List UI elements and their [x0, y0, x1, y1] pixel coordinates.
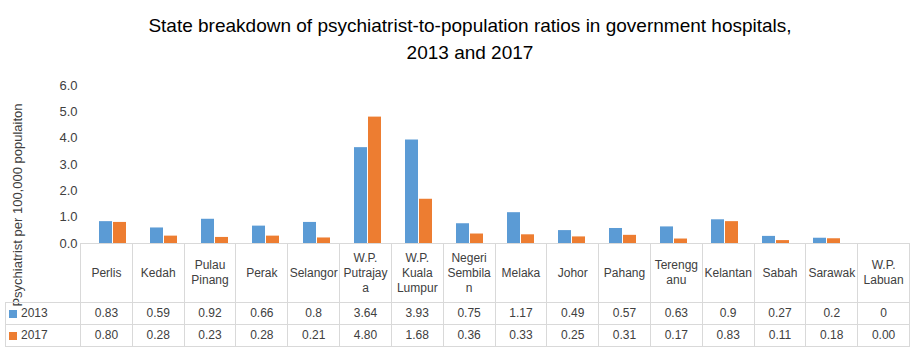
- html-text:Pahang: Pahang: [603, 265, 646, 280]
- html-text:0.28: 0.28: [250, 328, 274, 342]
- html-text:Pulau Pinang: Pulau Pinang: [191, 258, 229, 287]
- html-text:2017: 2017: [21, 328, 48, 342]
- svg-text:5.0: 5.0: [59, 104, 77, 119]
- html-text:Selangor: Selangor: [289, 265, 338, 280]
- html-text:3.93: 3.93: [405, 306, 429, 320]
- html-text:0.36: 0.36: [457, 328, 481, 342]
- html-text:0.00: 0.00: [871, 328, 896, 342]
- html-text:1.68: 1.68: [405, 328, 429, 342]
- svg-text:2.0: 2.0: [59, 183, 77, 198]
- html-text:Johor: Johor: [557, 265, 588, 280]
- html-text:3.64: 3.64: [353, 306, 378, 320]
- html-text:0.31: 0.31: [612, 328, 637, 342]
- html-text:0.2: 0.2: [823, 306, 841, 320]
- svg-text:4.0: 4.0: [59, 130, 77, 145]
- html-text:0.33: 0.33: [509, 328, 533, 342]
- html-text:2013: 2013: [21, 306, 48, 320]
- html-text:4.80: 4.80: [353, 328, 378, 342]
- html-text:0.25: 0.25: [561, 328, 585, 342]
- html-text:0.28: 0.28: [146, 328, 170, 342]
- html-text:Sabah: Sabah: [762, 265, 798, 280]
- html-text:0.59: 0.59: [146, 306, 170, 320]
- html-text:Terengganu: Terengganu: [654, 258, 698, 287]
- html-text:State breakdown of psychiatris: State breakdown of psychiatrist-to-popul…: [148, 15, 792, 63]
- html-text:Melaka: Melaka: [501, 265, 541, 280]
- html-text:0.57: 0.57: [612, 306, 637, 320]
- html-text:0: 0: [880, 306, 887, 320]
- html-text:0.92: 0.92: [198, 306, 222, 320]
- html-text:W.P. Putrajaya: W.P. Putrajaya: [343, 250, 388, 295]
- html-text:0.66: 0.66: [250, 306, 274, 320]
- html-text:0.63: 0.63: [664, 306, 688, 320]
- html-text:Perak: Perak: [246, 265, 278, 280]
- html-text:Psychiatrist per 100,000 popul: Psychiatrist per 100,000 populaiton: [10, 103, 25, 307]
- html-text:0.18: 0.18: [820, 328, 844, 342]
- html-text:0.17: 0.17: [664, 328, 688, 342]
- svg-text:3.0: 3.0: [59, 157, 77, 172]
- html-text:0.11: 0.11: [768, 328, 792, 342]
- svg-text:1.0: 1.0: [59, 209, 77, 224]
- html-text:0.75: 0.75: [457, 306, 481, 320]
- html-text:0.83: 0.83: [94, 306, 119, 320]
- html-text:1.17: 1.17: [509, 306, 533, 320]
- html-text:0.80: 0.80: [94, 328, 119, 342]
- html-text:0.21: 0.21: [302, 328, 326, 342]
- html-text:W.P. Labuan: W.P. Labuan: [863, 258, 904, 287]
- html-text:0.9: 0.9: [719, 306, 737, 320]
- html-text:0.8: 0.8: [305, 306, 322, 320]
- html-text:Kelantan: Kelantan: [704, 265, 752, 280]
- svg-text:6.0: 6.0: [59, 78, 77, 93]
- html-text:Sarawak: Sarawak: [808, 265, 856, 280]
- html-text:0.83: 0.83: [716, 328, 740, 342]
- html-text:0.49: 0.49: [561, 306, 585, 320]
- html-text:W.P. Kuala Lumpur: W.P. Kuala Lumpur: [396, 250, 438, 295]
- html-text:Negeri Sembilan: Negeri Sembilan: [447, 250, 491, 295]
- html-text:0.27: 0.27: [768, 306, 792, 320]
- html-text:Perlis: Perlis: [91, 265, 122, 280]
- html-text:Kedah: Kedah: [140, 265, 176, 280]
- html-text:0.23: 0.23: [198, 328, 222, 342]
